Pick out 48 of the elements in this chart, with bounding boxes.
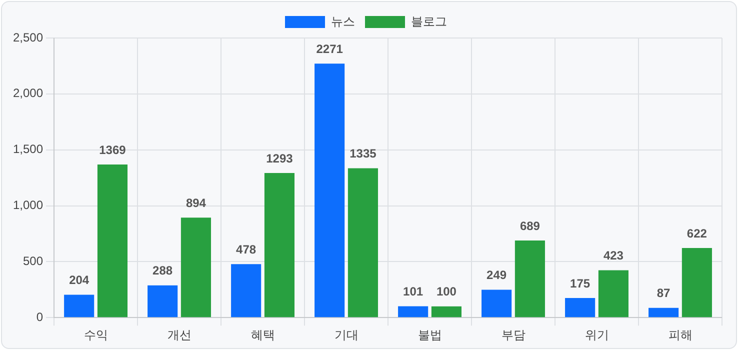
bar xyxy=(264,172,294,318)
legend-label: 뉴스 xyxy=(331,14,355,28)
bar xyxy=(314,64,345,318)
data-label: 478 xyxy=(236,242,256,256)
x-tick-label: 부담 xyxy=(501,328,526,342)
data-label: 1369 xyxy=(99,142,126,157)
x-tick-label: 기대 xyxy=(334,328,358,342)
y-tick-label: 500 xyxy=(23,254,44,268)
data-label: 100 xyxy=(436,284,457,299)
data-label: 423 xyxy=(603,248,624,263)
y-tick-label: 2,500 xyxy=(13,30,44,44)
bar xyxy=(398,306,428,318)
x-tick-label: 수익 xyxy=(84,328,108,342)
data-label: 175 xyxy=(570,276,590,290)
bar xyxy=(148,285,178,318)
data-label: 689 xyxy=(520,218,540,233)
y-tick-label: 1,500 xyxy=(13,142,44,156)
x-tick-label: 혜택 xyxy=(250,328,275,342)
x-tick-label: 피해 xyxy=(668,328,692,342)
data-label: 894 xyxy=(186,196,206,210)
bar xyxy=(598,270,628,318)
bar xyxy=(64,294,94,318)
bar xyxy=(431,306,462,318)
data-label: 1335 xyxy=(350,146,377,161)
bar xyxy=(97,164,128,318)
bar xyxy=(648,308,679,318)
bar xyxy=(348,168,378,318)
x-tick-label: 개선 xyxy=(167,328,192,342)
x-tick-label: 불법 xyxy=(418,328,442,342)
y-tick-label: 2,000 xyxy=(13,86,44,100)
data-label: 2271 xyxy=(316,42,344,56)
bar xyxy=(482,290,512,318)
bar xyxy=(180,218,212,318)
bar xyxy=(565,298,596,318)
y-tick-label: 1,000 xyxy=(13,198,44,212)
data-label: 288 xyxy=(152,264,173,278)
data-label: 204 xyxy=(69,273,90,288)
bar xyxy=(231,264,262,318)
data-label: 101 xyxy=(403,284,424,299)
bar xyxy=(514,240,545,318)
data-label: 87 xyxy=(656,286,671,300)
bar xyxy=(682,248,712,318)
y-tick-label: 0 xyxy=(36,310,44,324)
data-label: 1293 xyxy=(266,151,294,166)
x-tick-label: 위기 xyxy=(584,328,609,342)
data-label: 622 xyxy=(686,226,708,240)
data-label: 249 xyxy=(486,268,507,282)
legend-label: 블로그 xyxy=(411,14,447,28)
